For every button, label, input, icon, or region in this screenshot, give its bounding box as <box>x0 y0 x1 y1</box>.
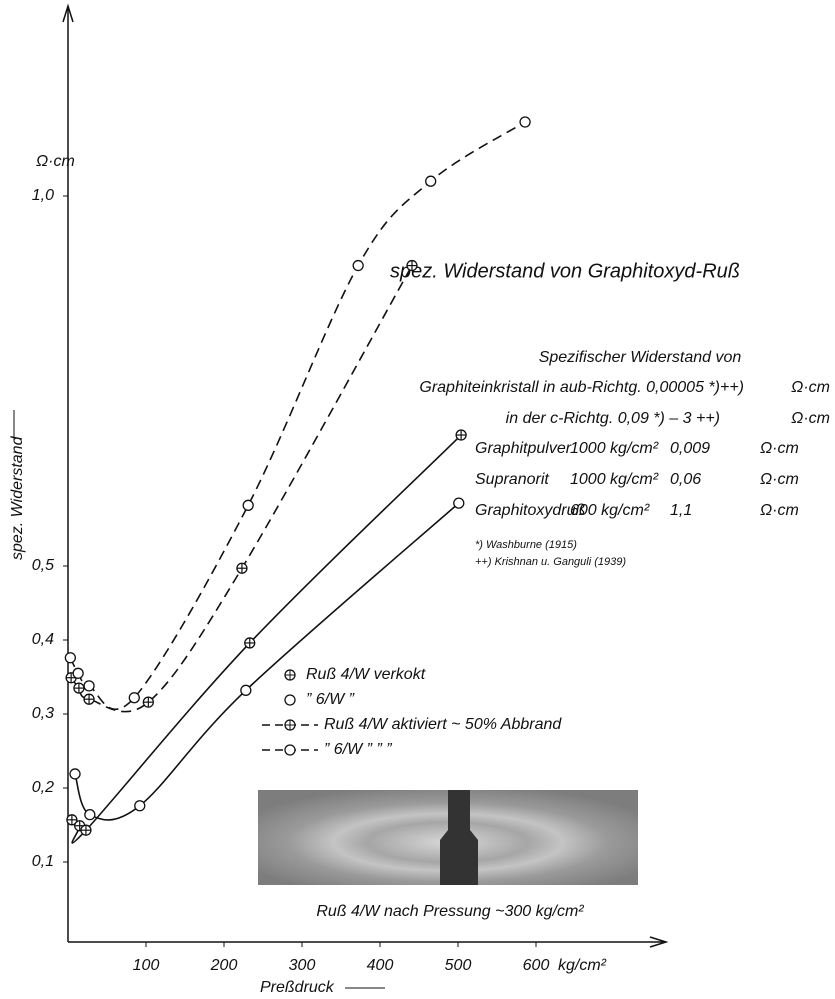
x-tick-label: 100 <box>133 957 160 974</box>
data-point <box>244 637 256 649</box>
legend-label: Ruß 4/W verkokt <box>306 666 426 683</box>
y-axis-arrow <box>62 3 74 23</box>
legend-marker <box>284 669 296 681</box>
table-cell: 0,009 <box>670 440 710 457</box>
footnote: ++) Krishnan u. Ganguli (1939) <box>475 556 626 568</box>
data-point <box>406 259 418 272</box>
data-point <box>83 680 95 692</box>
data-point <box>64 652 76 664</box>
y-tick-label: 0,1 <box>32 853 54 870</box>
series-line <box>74 502 460 821</box>
legend-label: ” 6/W ” <box>306 691 355 708</box>
data-point <box>69 768 81 780</box>
photo-shadow <box>440 790 478 885</box>
marker-circle <box>242 499 254 511</box>
legend-label: Ruß 4/W aktiviert ~ 50% Abbrand <box>324 716 562 733</box>
table-cell: 1000 kg/cm² <box>570 440 659 457</box>
table-cell: 0,06 <box>670 471 701 488</box>
y-unit: Ω·cm <box>36 153 75 170</box>
legend-marker <box>284 694 296 706</box>
legend-entry: ” 6/W ” <box>284 691 355 708</box>
chart-title: spez. Widerstand von Graphitoxyd-Ruß <box>390 260 740 282</box>
marker-circle <box>134 800 146 812</box>
table-cell: Supranorit <box>475 471 549 488</box>
data-point <box>236 562 248 574</box>
table-text: Ω·cm <box>791 410 830 427</box>
table-text: in der c-Richtg. 0,09 *) – 3 ++) <box>506 410 720 427</box>
marker-circle <box>453 497 465 509</box>
legend-entry: Ruß 4/W aktiviert ~ 50% Abbrand <box>262 716 562 733</box>
data-point <box>128 692 140 704</box>
data-point <box>84 808 96 821</box>
resistivity-table: Spezifischer Widerstand von Graphiteinkr… <box>419 349 830 568</box>
table-cell: Graphitoxydruß <box>475 502 585 519</box>
data-point <box>425 175 437 187</box>
y-tick-label: 0,4 <box>32 631 54 648</box>
marker-circle <box>284 744 296 756</box>
data-point <box>352 259 364 272</box>
data-point <box>242 499 254 511</box>
table-text: Graphiteinkristall in aub-Richtg. 0,0000… <box>419 379 744 396</box>
table-cell: 600 kg/cm² <box>570 502 650 519</box>
marker-circle <box>69 768 81 780</box>
x-axis-label: Preßdruck <box>260 979 335 996</box>
photo-caption: Ruß 4/W nach Pressung ~300 kg/cm² <box>316 903 584 920</box>
data-point <box>455 429 467 441</box>
series-line <box>71 434 462 844</box>
marker-circle <box>284 694 296 706</box>
legend-marker <box>284 719 296 731</box>
table-cell: Ω·cm <box>760 471 799 488</box>
table-heading: Spezifischer Widerstand von <box>539 349 742 366</box>
y-tick-label: 0,2 <box>32 779 54 796</box>
marker-circle <box>84 808 96 821</box>
marker-circle <box>519 116 531 128</box>
legend-label: ” 6/W ” ” ” <box>324 741 392 758</box>
marker-circle <box>425 175 437 187</box>
marker-circle <box>128 692 140 704</box>
x-tick-label: 200 <box>210 957 238 974</box>
data-point <box>453 497 465 509</box>
data-point <box>72 667 84 679</box>
marker-circle <box>240 684 252 696</box>
data-point <box>134 800 146 812</box>
table-cell: Graphitpulver <box>475 440 572 457</box>
x-unit: kg/cm² <box>558 957 607 974</box>
data-point <box>73 682 85 694</box>
x-tick-label: 500 <box>445 957 472 974</box>
table-cell: 1000 kg/cm² <box>570 471 659 488</box>
table-cell: Ω·cm <box>760 502 799 519</box>
legend-entry: ” 6/W ” ” ” <box>262 741 392 758</box>
series-line <box>70 265 413 713</box>
marker-circle <box>64 652 76 664</box>
y-tick-label: 0,5 <box>32 557 54 574</box>
data-point <box>519 116 531 128</box>
data-point <box>66 814 78 826</box>
x-axis-arrow <box>649 936 669 948</box>
data-point <box>142 696 154 708</box>
marker-circle <box>72 667 84 679</box>
marker-circle <box>83 680 95 692</box>
x-tick-label: 600 <box>523 957 550 974</box>
table-text: Ω·cm <box>791 379 830 396</box>
y-tick-label: 1,0 <box>32 187 54 204</box>
y-axis-label: spez. Widerstand <box>9 435 26 560</box>
data-point <box>83 693 95 705</box>
y-tick-label: 0,3 <box>32 705 54 722</box>
table-cell: 1,1 <box>670 502 692 519</box>
table-cell: Ω·cm <box>760 440 799 457</box>
series-line <box>69 121 526 710</box>
legend-entry: Ruß 4/W verkokt <box>284 666 426 683</box>
data-point <box>240 684 252 696</box>
legend-marker <box>284 744 296 756</box>
footnote: *) Washburne (1915) <box>475 539 577 551</box>
x-tick-label: 300 <box>289 957 316 974</box>
marker-circle <box>352 259 364 272</box>
x-tick-label: 400 <box>367 957 394 974</box>
data-point <box>80 824 92 836</box>
